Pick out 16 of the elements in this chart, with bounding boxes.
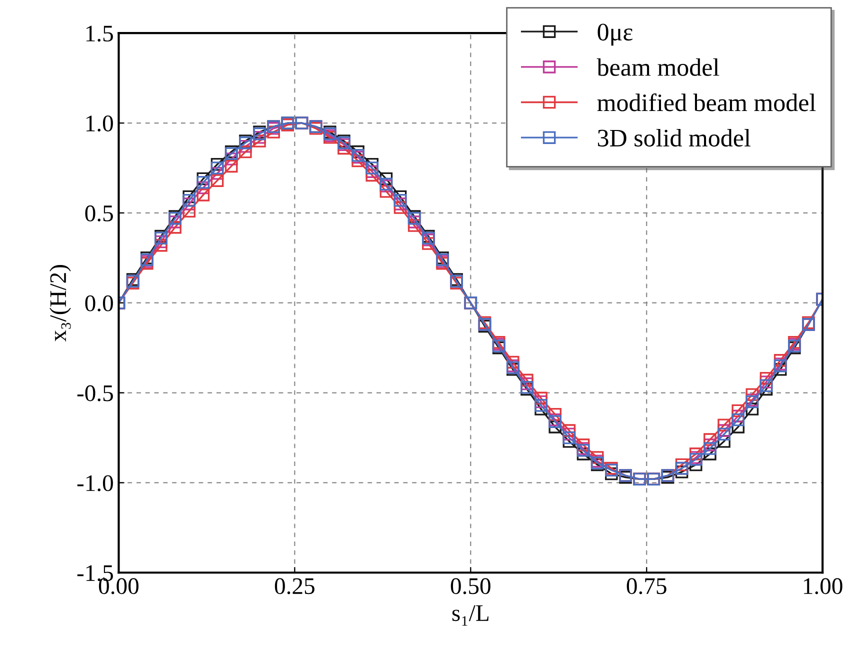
y-tick-label: 1.5 xyxy=(86,26,113,42)
x-axis-title: s₁/L xyxy=(452,605,488,626)
legend-label: beam model xyxy=(596,58,720,76)
x-tick-label: 0.75 xyxy=(626,578,666,594)
y-tick-label: 1.0 xyxy=(86,116,113,132)
y-tick-label: 0.5 xyxy=(85,205,113,222)
legend-label: 3D solid model xyxy=(598,128,750,147)
x-tick-label: 1.00 xyxy=(804,578,842,594)
x-tick-label: 0.50 xyxy=(450,578,490,594)
x-tick-label: 0.25 xyxy=(274,578,314,594)
legend-label: 0με xyxy=(598,24,632,46)
y-tick-label: -1.0 xyxy=(77,475,113,492)
legend-label: modified beam model xyxy=(597,93,816,112)
y-tick-label: 0.0 xyxy=(85,295,113,312)
y-axis-title: x₃/(H/2) xyxy=(50,265,71,342)
y-tick-label: -0.5 xyxy=(77,385,113,402)
